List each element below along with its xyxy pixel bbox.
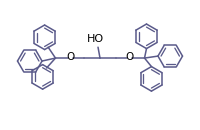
Text: O: O (126, 52, 134, 62)
Text: O: O (66, 52, 74, 62)
Text: HO: HO (86, 34, 104, 44)
